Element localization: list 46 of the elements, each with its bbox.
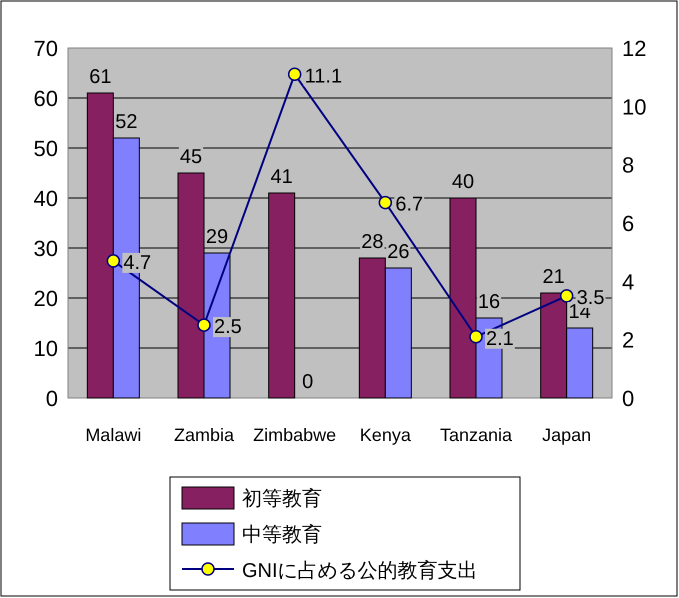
point [197,318,211,332]
data-label: 21 [542,266,565,288]
data-label: 26 [387,241,410,263]
point [378,196,392,210]
y-tick-label: 40 [34,186,58,211]
x-tick-label: Japan [542,425,592,445]
y-tick-label: 20 [34,286,58,311]
x-tick-label: Malawi [85,425,142,445]
y-tick-label: 60 [34,86,58,111]
point [106,254,120,268]
data-label: 16 [478,291,500,313]
y2-tick-label: 0 [622,386,634,411]
data-label: 52 [115,111,138,133]
x-tick-label: Tanzania [440,425,514,445]
x-tick-label: Zambia [174,425,235,445]
y-tick-label: 70 [34,36,58,61]
data-label: 0 [302,371,314,393]
data-label: 4.7 [123,252,152,274]
data-label: 61 [89,66,112,88]
legend-label: 初等教育 [242,487,322,510]
x-tick-label: Zimbabwe [253,425,336,445]
y-tick-label: 30 [34,236,58,261]
point [560,289,574,303]
data-label: 2.5 [214,316,242,338]
data-label: 28 [361,231,384,253]
y2-tick-label: 2 [622,328,634,353]
data-label: 11.1 [304,65,342,88]
point [288,68,302,81]
legend-label: 中等教育 [242,523,322,546]
data-label: 2.1 [486,328,514,350]
y-tick-label: 50 [34,136,58,161]
data-label: 29 [206,226,228,248]
data-label: 40 [452,171,474,193]
y2-tick-label: 10 [622,94,646,120]
y2-tick-label: 8 [622,152,634,178]
y2-tick-label: 6 [622,211,634,236]
data-label: 45 [180,146,202,168]
data-label: 41 [270,166,293,188]
y-tick-label: 0 [46,386,58,411]
legend-label: GNIに占める公的教育支出 [242,559,478,582]
data-label: 6.7 [395,194,424,216]
x-tick-label: Kenya [360,425,412,445]
point [469,330,483,344]
y2-tick-label: 12 [622,36,646,61]
y-tick-label: 10 [34,336,58,361]
y2-tick-label: 4 [622,269,634,294]
